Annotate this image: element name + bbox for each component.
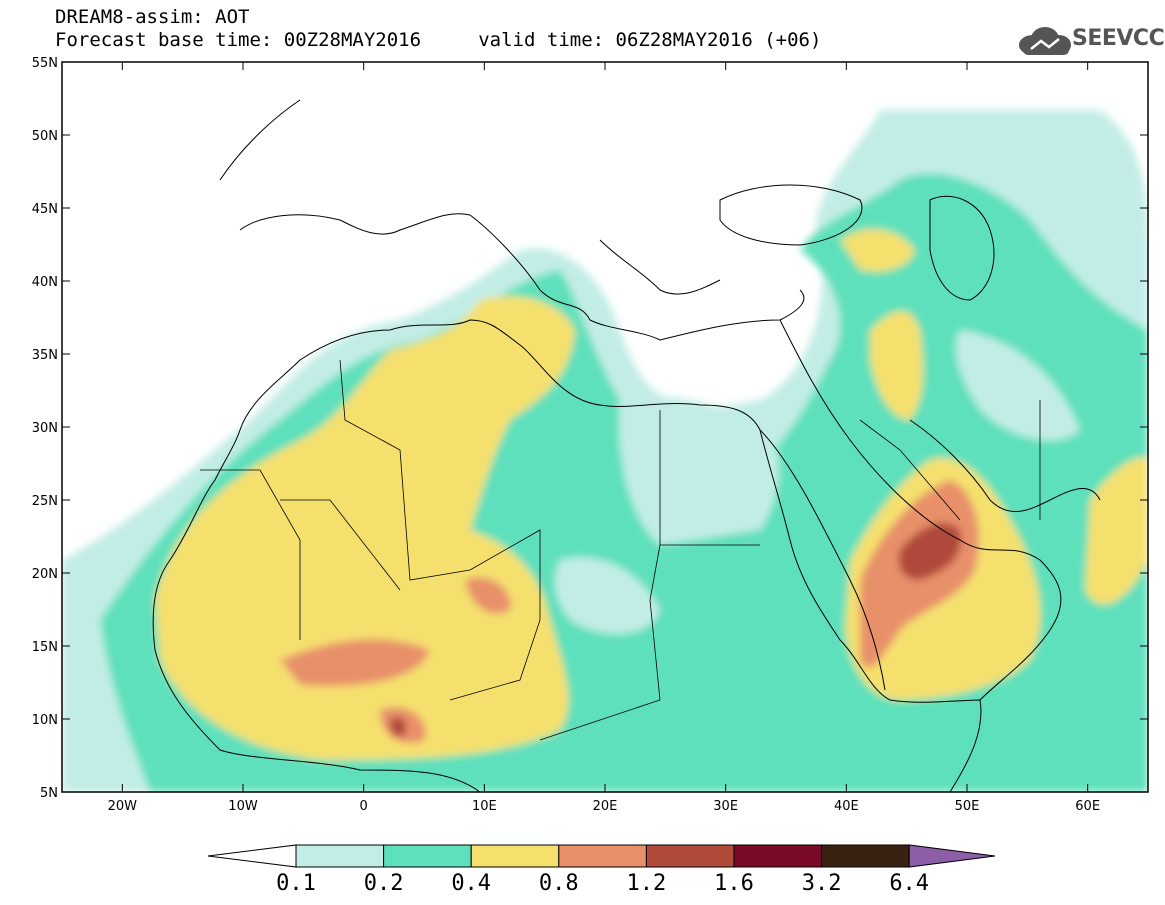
lat-tick-label: 50N [32,129,58,144]
colorbar-segment [733,844,823,868]
colorbar-label: 3.2 [802,871,842,896]
aot-band-1.2 [898,522,961,580]
lat-tick-label: 45N [32,202,58,217]
lon-axis: 20W 10W 0 10E 20E 30E 40E 50E 60E [108,62,1100,814]
logo-text: SEEVCCC [1072,26,1165,51]
aot-band-0.4-east [1085,457,1148,605]
colorbar-segment [295,844,385,868]
lat-tick-label: 55N [32,56,58,71]
lon-tick-label: 40E [834,799,859,814]
aot-clear-iran [956,330,1080,441]
coastline-europe [219,99,805,341]
borders [200,359,1041,741]
cloud-icon [1019,27,1071,55]
aot-band-0.8 [280,639,430,687]
logo [1019,27,1071,55]
lon-tick-label: 50E [955,799,980,814]
colorbar-segment [383,844,472,868]
lat-tick-label: 20N [32,567,58,582]
lat-tick-label: 5N [40,786,58,801]
colorbar-label: 0.1 [276,871,316,896]
colorbar-label: 1.2 [627,871,667,896]
coastline-redsea [759,429,886,691]
lat-axis: 55N 50N 45N 40N 35N 30N 25N 20N 15N 10N 5N [32,56,1148,801]
aot-band-0.4 [155,296,575,760]
aot-clear-sudan [554,557,660,634]
colorbar-label: 0.4 [451,871,491,896]
colorbar-segment [645,844,735,868]
lon-tick-label: 10E [472,799,497,814]
lon-tick-label: 60E [1075,799,1100,814]
aot-band-0.4-iraq [870,311,923,420]
aot-band-0.4-caucasus [840,229,915,272]
colorbar-segment [558,844,647,868]
colorbar-label: 6.4 [889,871,929,896]
colorbar-over-arrow [908,844,996,868]
colorbar-label: 0.2 [364,871,404,896]
coastline-blacksea [719,184,863,246]
colorbar-segment [821,844,910,868]
lon-tick-label: 10W [228,799,258,814]
coastline-caspian [929,195,995,301]
colorbar-label: 1.6 [714,871,754,896]
aot-band-0.8b [465,577,511,614]
lat-tick-label: 10N [32,713,58,728]
lat-tick-label: 35N [32,348,58,363]
lat-tick-label: 40N [32,275,58,290]
colorbar-under-arrow [207,844,297,868]
forecast-time-line: Forecast base time: 00Z28MAY2016 valid t… [55,29,822,51]
colorbar: 0.1 0.2 0.4 0.8 1.2 1.6 3.2 6.4 [207,844,996,896]
aot-field [62,110,1148,792]
aot-band-1.2b [389,716,407,737]
lon-tick-label: 0 [360,799,368,814]
coastline-arabia [779,319,1062,701]
lon-tick-label: 20E [593,799,618,814]
lon-tick-label: 20W [108,799,138,814]
lat-tick-label: 25N [32,494,58,509]
colorbar-label: 0.8 [539,871,579,896]
coastlines [62,99,1101,792]
colorbar-segment [470,844,560,868]
lon-tick-label: 30E [713,799,738,814]
coastline-gulf [909,419,1101,513]
lat-tick-label: 15N [32,640,58,655]
aot-clear-egypt [619,396,779,545]
map-title: DREAM8-assim: AOT [55,6,250,28]
coastline-africa [62,319,982,792]
lat-tick-label: 30N [32,421,58,436]
